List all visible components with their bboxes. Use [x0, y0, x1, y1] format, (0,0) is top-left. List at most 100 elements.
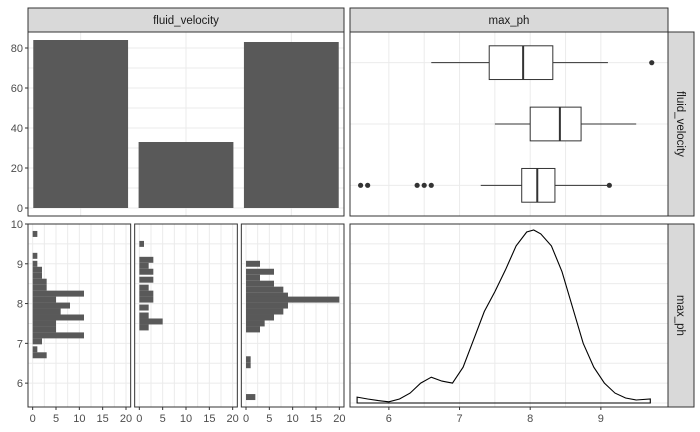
hist-bin [246, 274, 260, 281]
panel-density-border [349, 223, 669, 408]
x-tick-label: 10 [180, 413, 192, 425]
hist-bin [32, 278, 47, 285]
density-curve [356, 229, 651, 404]
box-2 [521, 167, 556, 203]
x-tick-label: 15 [203, 413, 215, 425]
hist-bin [32, 302, 70, 309]
hist-bin [246, 292, 288, 299]
strip-right-fluid_velocity-bg [667, 31, 695, 217]
hist-bin [32, 260, 38, 267]
hist-bin [246, 308, 284, 315]
hist-bin [32, 338, 42, 345]
bar-1 [138, 142, 234, 208]
y-tick-label: 9 [17, 259, 23, 271]
panel-bar-border [27, 31, 345, 217]
strip-right-fluid_velocity: fluid_velocity [674, 91, 686, 157]
hist-bin [32, 266, 42, 273]
hist-bin [32, 332, 84, 339]
hist-bin [139, 290, 154, 297]
bar-2 [243, 42, 339, 208]
hist-bin [32, 252, 38, 259]
hist-bin [32, 272, 42, 279]
hist-bin [32, 284, 47, 291]
hist-bin [246, 302, 288, 309]
x-tick-label: 0 [243, 413, 249, 425]
strip-fluid_velocity-bg [27, 7, 345, 33]
box-outlier [421, 182, 427, 188]
hist-bin [139, 324, 149, 331]
hist-bin [139, 304, 149, 311]
box-outlier [365, 182, 371, 188]
x-tick-label: 15 [310, 413, 322, 425]
x-tick-label: 0 [136, 413, 142, 425]
x-tick-label: 5 [266, 413, 272, 425]
bar-0 [33, 40, 129, 208]
strip-right-max_ph: max_ph [674, 295, 686, 336]
hist-bin [32, 346, 38, 353]
box-outlier [606, 182, 612, 188]
hist-bin [32, 230, 38, 237]
y-tick-label: 60 [11, 83, 23, 95]
hist-bin [246, 280, 274, 287]
x-tick-label: 0 [30, 413, 36, 425]
hist-bin [246, 394, 256, 401]
x-tick-label: 5 [53, 413, 59, 425]
hist-bin [139, 256, 154, 263]
x-tick-label: 10 [287, 413, 299, 425]
y-tick-label: 20 [11, 163, 23, 175]
hist-bin [246, 314, 274, 321]
box-outlier [414, 182, 420, 188]
x-tick-label: 15 [97, 413, 109, 425]
hist-bin [32, 314, 84, 321]
hist-bin [32, 296, 56, 303]
y-tick-label: 6 [17, 378, 23, 390]
strip-max_ph-bg [349, 7, 669, 33]
hist-bin [139, 276, 154, 283]
hist-bin [32, 320, 56, 327]
x-tick-label: 20 [120, 413, 132, 425]
x-tick-label: 20 [227, 413, 239, 425]
hist-bin [32, 352, 47, 359]
hist-bin [246, 296, 340, 303]
x-tick-label: 6 [386, 413, 392, 425]
hist-bin [139, 262, 149, 269]
hist-bin [139, 240, 144, 247]
hist-bin [32, 326, 56, 333]
strip-right-max_ph-bg [667, 223, 695, 408]
x-tick-label: 8 [527, 413, 533, 425]
y-tick-label: 80 [11, 43, 23, 55]
hist-bin [246, 326, 260, 333]
hist-bin [246, 362, 251, 369]
hist-bin [246, 320, 265, 327]
hist-bin [139, 284, 149, 291]
y-tick-label: 0 [17, 203, 23, 215]
hist-bin [139, 318, 163, 325]
box-outlier [649, 60, 655, 66]
hist-bin [32, 308, 61, 315]
panel-box-border [349, 31, 669, 217]
strip-max_ph: max_ph [489, 15, 530, 27]
strip-fluid_velocity: fluid_velocity [153, 15, 219, 27]
x-tick-label: 5 [160, 413, 166, 425]
box-outlier [428, 182, 434, 188]
hist-bin [246, 356, 251, 363]
x-tick-label: 10 [73, 413, 85, 425]
x-tick-label: 20 [333, 413, 345, 425]
x-tick-label: 9 [598, 413, 604, 425]
hist-bin [139, 296, 154, 303]
box-outlier [358, 182, 364, 188]
y-tick-label: 7 [17, 338, 23, 350]
box-0 [488, 45, 554, 81]
y-tick-label: 8 [17, 299, 23, 311]
hist-bin [139, 312, 149, 319]
hist-bin [32, 290, 84, 297]
box-1 [529, 106, 582, 142]
y-tick-label: 40 [11, 123, 23, 135]
y-tick-label: 10 [11, 219, 23, 231]
hist-bin [246, 286, 284, 293]
hist-bin [246, 260, 260, 267]
hist-bin [139, 268, 154, 275]
x-tick-label: 7 [456, 413, 462, 425]
hist-bin [246, 268, 274, 275]
